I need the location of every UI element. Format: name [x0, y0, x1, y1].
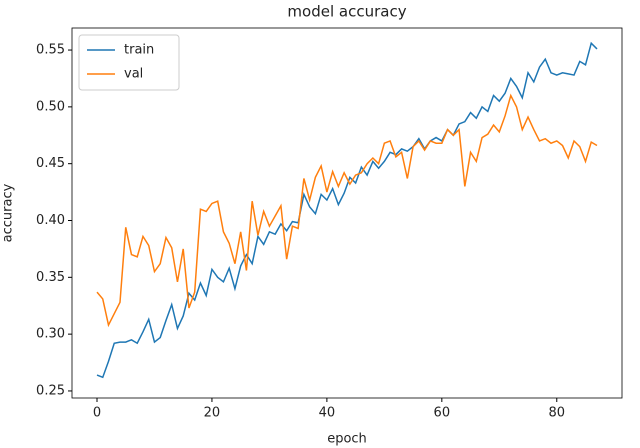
legend-label: train	[124, 43, 154, 58]
x-tick-label: 60	[434, 406, 451, 421]
x-tick-label: 80	[548, 406, 565, 421]
legend-label: val	[124, 67, 143, 82]
x-axis-label: epoch	[327, 432, 367, 447]
y-tick-label: 0.25	[36, 383, 65, 398]
y-tick-label: 0.35	[36, 270, 65, 285]
x-tick-label: 0	[93, 406, 101, 421]
y-tick-label: 0.45	[36, 156, 65, 171]
legend-box	[78, 34, 180, 91]
y-tick-label: 0.40	[36, 213, 65, 228]
y-tick-label: 0.55	[36, 43, 65, 58]
x-tick-label: 20	[204, 406, 221, 421]
y-tick-label: 0.50	[36, 99, 65, 114]
x-tick-label: 40	[319, 406, 336, 421]
plot-frame	[71, 27, 623, 399]
line-series	[96, 93, 598, 328]
chart-title: model accuracy	[287, 3, 406, 21]
y-axis-label: accuracy	[1, 183, 16, 242]
line-series	[96, 41, 598, 379]
y-tick-label: 0.30	[36, 327, 65, 342]
